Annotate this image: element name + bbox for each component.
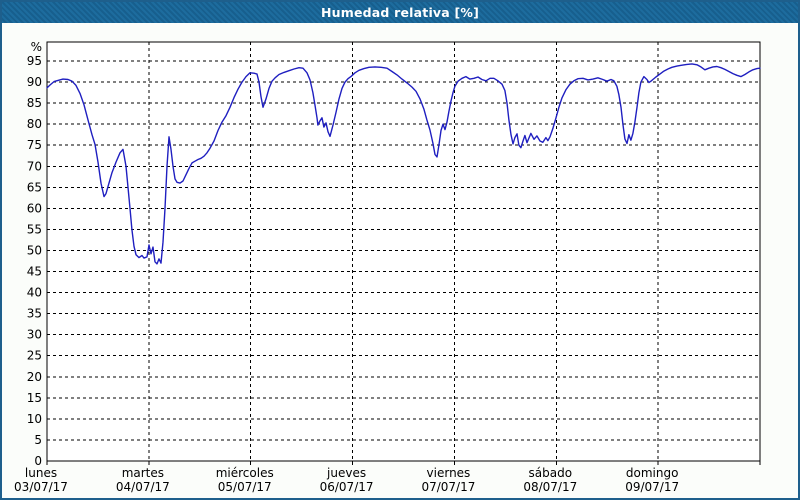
y-tick-label: 0	[34, 454, 42, 468]
x-day-label: domingo	[626, 466, 679, 480]
x-day-label: jueves	[326, 466, 366, 480]
x-date-label: 05/07/17	[218, 480, 272, 494]
x-date-label: 06/07/17	[320, 480, 374, 494]
x-date-label: 04/07/17	[116, 480, 170, 494]
x-day-label: sábado	[529, 466, 573, 480]
axis-frame	[46, 41, 761, 462]
x-date-label: 09/07/17	[625, 480, 679, 494]
y-tick-label: 75	[27, 138, 42, 152]
x-date-label: 07/07/17	[421, 480, 475, 494]
y-tick-label: 50	[27, 243, 42, 257]
x-day-label: lunes	[25, 466, 57, 480]
y-tick-label: 60	[27, 201, 42, 215]
y-tick-label: 20	[27, 370, 42, 384]
y-tick-label: 85	[27, 96, 42, 110]
y-tick-label: 90	[27, 75, 42, 89]
y-tick-label: 80	[27, 117, 42, 131]
y-tick-label: 55	[27, 222, 42, 236]
y-tick-label: 10	[27, 412, 42, 426]
y-axis-unit-label: %	[31, 40, 42, 54]
humidity-line	[46, 63, 761, 265]
y-tick-label: 70	[27, 159, 42, 173]
plot-area	[47, 42, 760, 461]
chart-title: Humedad relativa [%]	[320, 5, 480, 20]
x-day-label: miércoles	[216, 466, 274, 480]
x-day-label: viernes	[427, 466, 471, 480]
y-tick-label: 5	[34, 433, 42, 447]
y-tick-label: 45	[27, 265, 42, 279]
chart-canvas: 0 5 10 15 20 25 30 35 40 45 50 55 60 65 70 75 80 85 90 95% l…	[14, 40, 761, 494]
y-tick-label: 15	[27, 391, 42, 405]
x-day-label: martes	[122, 466, 164, 480]
x-date-label: 03/07/17	[14, 480, 68, 494]
x-date-label: 08/07/17	[523, 480, 577, 494]
y-tick-label: 35	[27, 307, 42, 321]
y-tick-label: 95	[27, 54, 42, 68]
y-tick-label: 30	[27, 328, 42, 342]
y-tick-label: 40	[27, 286, 42, 300]
y-tick-label: 25	[27, 349, 42, 363]
y-tick-label: 65	[27, 180, 42, 194]
title-bar: Humedad relativa [%]	[2, 2, 798, 23]
